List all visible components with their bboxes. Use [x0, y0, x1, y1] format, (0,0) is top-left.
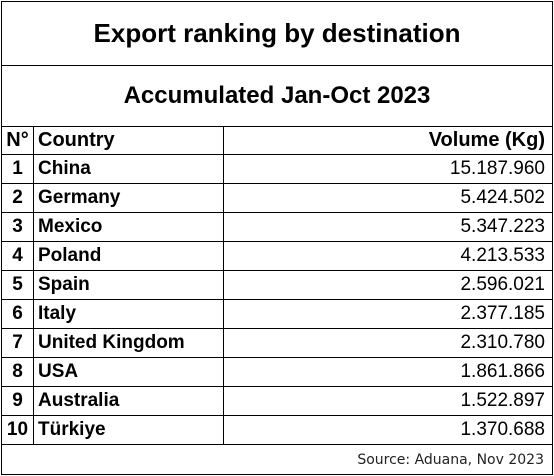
rank-number: 10 [1, 415, 34, 445]
header-number: N° [1, 126, 34, 155]
country-name: Australia [33, 386, 224, 416]
volume-value: 5.347.223 [223, 212, 553, 242]
table-row: 10 Türkiye 1.370.688 [1, 415, 553, 445]
volume-value: 4.213.533 [223, 241, 553, 271]
table-row: 7 United Kingdom 2.310.780 [1, 328, 553, 358]
country-name: Türkiye [33, 415, 224, 445]
table-row: 8 USA 1.861.866 [1, 357, 553, 387]
table-row: 3 Mexico 5.347.223 [1, 212, 553, 242]
country-name: Mexico [33, 212, 224, 242]
rank-number: 5 [1, 270, 34, 300]
table-row: 4 Poland 4.213.533 [1, 241, 553, 271]
volume-value: 1.522.897 [223, 386, 553, 416]
volume-value: 2.377.185 [223, 299, 553, 329]
rank-number: 2 [1, 183, 34, 213]
country-name: Spain [33, 270, 224, 300]
source-note: Source: Aduana, Nov 2023 [1, 444, 553, 475]
rank-number: 6 [1, 299, 34, 329]
volume-value: 1.861.866 [223, 357, 553, 387]
volume-value: 15.187.960 [223, 154, 553, 184]
rank-number: 3 [1, 212, 34, 242]
country-name: China [33, 154, 224, 184]
volume-value: 2.310.780 [223, 328, 553, 358]
table-row: 1 China 15.187.960 [1, 154, 553, 184]
country-name: United Kingdom [33, 328, 224, 358]
table-row: 6 Italy 2.377.185 [1, 299, 553, 329]
table-row: 5 Spain 2.596.021 [1, 270, 553, 300]
country-name: Germany [33, 183, 224, 213]
header-country: Country [33, 126, 224, 155]
volume-value: 2.596.021 [223, 270, 553, 300]
header-row: N° Country Volume (Kg) [1, 126, 553, 155]
header-volume: Volume (Kg) [223, 126, 553, 155]
volume-value: 5.424.502 [223, 183, 553, 213]
table-row: 2 Germany 5.424.502 [1, 183, 553, 213]
table-subtitle: Accumulated Jan-Oct 2023 [1, 65, 553, 127]
table-title: Export ranking by destination [1, 1, 553, 66]
country-name: USA [33, 357, 224, 387]
country-name: Poland [33, 241, 224, 271]
rank-number: 4 [1, 241, 34, 271]
rank-number: 9 [1, 386, 34, 416]
rank-number: 8 [1, 357, 34, 387]
volume-value: 1.370.688 [223, 415, 553, 445]
country-name: Italy [33, 299, 224, 329]
table-row: 9 Australia 1.522.897 [1, 386, 553, 416]
rank-number: 7 [1, 328, 34, 358]
rank-number: 1 [1, 154, 34, 184]
